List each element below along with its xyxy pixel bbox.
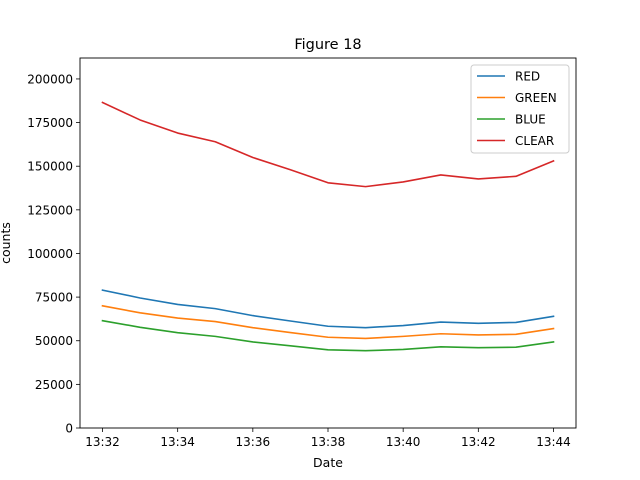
legend-label: CLEAR (515, 134, 554, 148)
legend: RED GREEN BLUE CLEAR (470, 64, 570, 154)
legend-label: RED (515, 70, 540, 84)
y-tick-label: 0 (65, 422, 73, 436)
x-tick-label: 13:40 (386, 435, 421, 449)
chart-title: Figure 18 (294, 37, 361, 53)
series-line-red (101, 289, 555, 329)
y-axis-label: counts (0, 222, 13, 264)
x-axis-label: Date (313, 455, 343, 470)
x-tick-label: 13:42 (461, 435, 496, 449)
legend-box (470, 64, 570, 154)
y-tick-label: 175000 (27, 116, 73, 130)
y-tick-label: 200000 (27, 72, 73, 86)
y-tick-label: 25000 (35, 378, 73, 392)
y-tick-label: 50000 (35, 334, 73, 348)
x-axis: 13:32 13:34 13:36 13:38 13:40 13:42 13:44 (85, 428, 571, 449)
series-line-blue (101, 319, 555, 352)
y-axis: 0 25000 50000 75000 100000 125000 150000 175000… (27, 72, 80, 436)
y-tick-label: 100000 (27, 247, 73, 261)
x-tick-label: 13:38 (311, 435, 346, 449)
series-line-clear (101, 101, 555, 188)
y-tick-label: 75000 (35, 291, 73, 305)
legend-label: GREEN (515, 91, 557, 105)
y-tick-label: 125000 (27, 203, 73, 217)
y-tick-label: 150000 (27, 160, 73, 174)
x-tick-label: 13:34 (160, 435, 195, 449)
legend-label: BLUE (515, 113, 546, 127)
series-layer (101, 101, 555, 352)
series-line-green (101, 304, 555, 340)
x-tick-label: 13:32 (85, 435, 120, 449)
x-tick-label: 13:44 (536, 435, 571, 449)
x-tick-label: 13:36 (236, 435, 271, 449)
